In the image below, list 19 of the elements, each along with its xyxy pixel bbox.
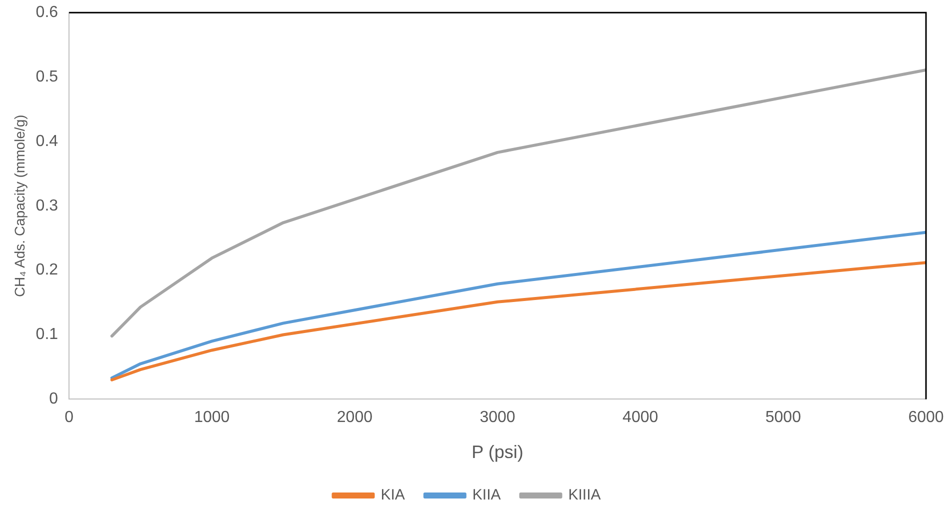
y-axis-title: CH₄ Ads. Capacity (mmole/g): [11, 114, 28, 298]
y-tick-label: 0.3: [36, 197, 58, 214]
x-tick-label: 0: [64, 409, 74, 426]
y-tick-label: 0.5: [36, 68, 58, 86]
x-tick-label: 4000: [622, 409, 658, 426]
x-tick-label: 6000: [908, 409, 944, 426]
legend-label: KIIIA: [568, 486, 601, 504]
x-tick-label: 5000: [765, 409, 802, 426]
x-axis-title: P (psi): [472, 442, 524, 462]
legend-label: KIA: [380, 486, 405, 504]
x-tick-label: 2000: [336, 409, 373, 426]
x-tick-label: 3000: [480, 409, 516, 426]
x-tick-label: 1000: [194, 409, 230, 426]
y-tick-label: 0.1: [36, 326, 58, 344]
y-tick-label: 0.4: [36, 132, 58, 150]
y-tick-label: 0.6: [36, 4, 58, 22]
y-tick-label: 0.2: [36, 262, 58, 279]
legend-label: KIIA: [472, 486, 501, 504]
y-tick-label: 0: [49, 390, 58, 408]
